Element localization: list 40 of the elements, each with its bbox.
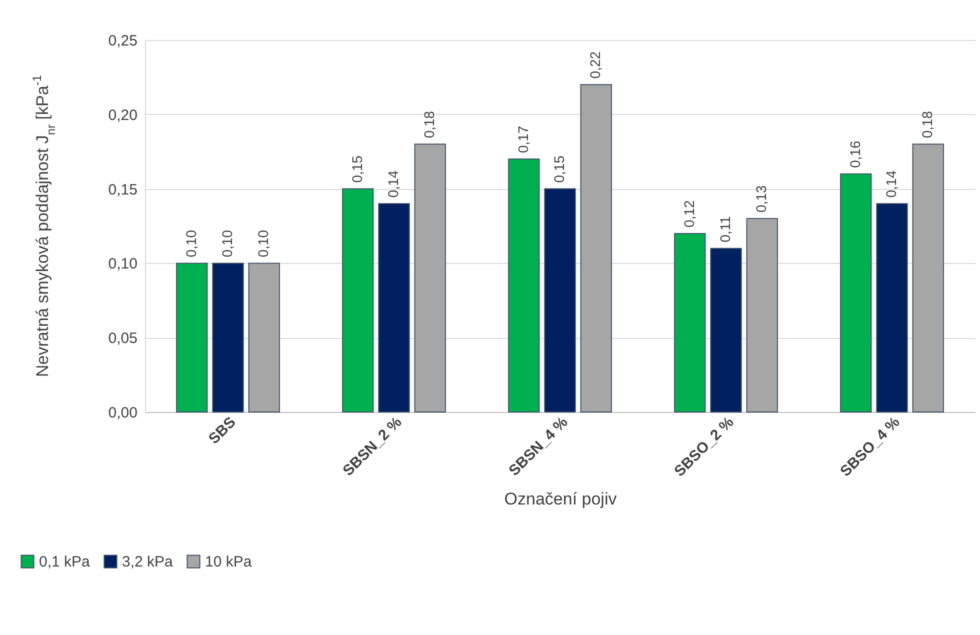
y-tick-label: 0,10 xyxy=(108,256,138,273)
data-label: 0,15 xyxy=(348,155,365,183)
data-label: 0,10 xyxy=(255,230,272,258)
bar xyxy=(508,158,540,412)
legend-label: 0,1 kPa xyxy=(39,554,91,571)
data-label: 0,10 xyxy=(219,230,235,258)
bar xyxy=(176,262,208,412)
bar xyxy=(840,173,872,412)
bar xyxy=(414,144,446,412)
data-label: 0,14 xyxy=(883,170,899,198)
data-label: 0,16 xyxy=(846,140,863,168)
y-tick-label: 0,05 xyxy=(108,330,138,348)
bar xyxy=(580,84,612,412)
bar xyxy=(342,188,374,412)
data-label: 0,18 xyxy=(919,110,936,138)
data-label: 0,12 xyxy=(680,200,697,228)
bar xyxy=(212,262,244,412)
bar xyxy=(674,232,706,412)
legend-label: 10 kPa xyxy=(205,554,252,571)
y-tick-label: 0,00 xyxy=(108,404,138,422)
data-label: 0,17 xyxy=(514,126,531,154)
data-label: 0,22 xyxy=(587,51,604,79)
data-label: 0,18 xyxy=(421,110,438,138)
y-tick-label: 0,15 xyxy=(108,181,138,198)
y-tick-label: 0,25 xyxy=(108,32,138,50)
bar xyxy=(710,248,742,412)
bar xyxy=(378,203,410,412)
data-label: 0,10 xyxy=(182,230,199,258)
bar xyxy=(876,203,908,412)
data-label: 0,13 xyxy=(753,185,770,213)
bar xyxy=(912,144,944,412)
bar xyxy=(544,188,576,412)
x-axis-title: Označení pojiv xyxy=(504,489,618,508)
data-label: 0,11 xyxy=(717,216,733,242)
data-label: 0,15 xyxy=(551,155,567,183)
y-tick-label: 0,20 xyxy=(108,106,138,124)
bar xyxy=(746,218,778,412)
bar xyxy=(248,262,280,412)
data-label: 0,14 xyxy=(385,170,401,198)
legend-label: 3,2 kPa xyxy=(122,554,174,571)
